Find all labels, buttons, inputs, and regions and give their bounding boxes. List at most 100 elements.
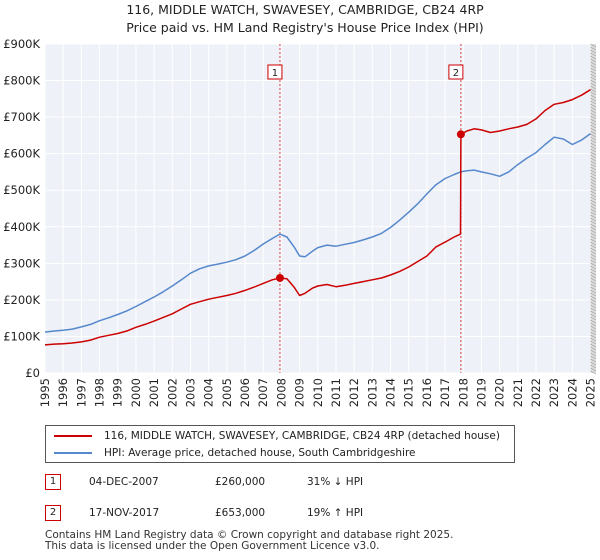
footer-line-2: This data is licensed under the Open Gov…	[45, 540, 380, 552]
hatch-line	[590, 235, 597, 240]
hatch-line	[590, 88, 597, 93]
x-tick-label: 1999	[111, 378, 125, 407]
hatch-line	[590, 262, 597, 267]
hatch-line	[590, 280, 597, 285]
hatch-line	[590, 55, 597, 60]
hatch-line	[590, 46, 597, 51]
hatch-line	[590, 355, 597, 360]
hatch-line	[590, 304, 597, 309]
hatch-line	[590, 76, 597, 81]
y-tick-label: £300K	[3, 256, 40, 270]
hatch-line	[590, 148, 597, 153]
hatch-line	[590, 184, 597, 189]
x-tick-label: 2017	[438, 378, 452, 407]
hatch-line	[590, 163, 597, 168]
hatch-line	[590, 70, 597, 75]
hatch-line	[590, 130, 597, 135]
hatch-line	[590, 295, 597, 300]
y-tick-label: £500K	[3, 183, 40, 197]
x-tick-label: 2023	[547, 378, 561, 407]
x-tick-label: 1996	[56, 378, 70, 407]
footer-attribution: Contains HM Land Registry data © Crown c…	[45, 530, 453, 552]
hatch-line	[590, 358, 597, 363]
hatch-line	[590, 169, 597, 174]
x-tick-label: 2005	[220, 378, 234, 407]
footer-line-1: Contains HM Land Registry data © Crown c…	[45, 529, 454, 541]
hatch-line	[590, 319, 597, 324]
hatch-line	[590, 49, 597, 54]
hatch-line	[590, 256, 597, 261]
hatch-line	[590, 328, 597, 333]
hatch-line	[590, 301, 597, 306]
x-tick-label: 1997	[74, 378, 88, 407]
x-tick-label: 2025	[584, 378, 598, 407]
transaction-price: £260,000	[215, 476, 266, 488]
hatch-line	[590, 181, 597, 186]
hatch-line	[590, 325, 597, 330]
hatch-line	[590, 241, 597, 246]
hatch-line	[590, 103, 597, 108]
hatch-line	[590, 58, 597, 63]
x-tick-label: 2003	[183, 378, 197, 407]
x-tick-label: 2002	[165, 378, 179, 407]
legend-item-property: 116, MIDDLE WATCH, SWAVESEY, CAMBRIDGE, …	[54, 428, 500, 444]
sale-label-text: 1	[272, 68, 278, 79]
y-tick-label: £900K	[3, 37, 40, 51]
hatch-line	[590, 208, 597, 213]
sale-point-marker	[275, 273, 284, 282]
x-tick-label: 2013	[365, 378, 379, 407]
x-tick-label: 2009	[293, 378, 307, 407]
hatch-line	[590, 79, 597, 84]
hatch-line	[590, 109, 597, 114]
hatch-line	[590, 361, 597, 366]
hatch-line	[590, 271, 597, 276]
hatch-line	[590, 331, 597, 336]
hatch-line	[590, 136, 597, 141]
hatch-line	[590, 193, 597, 198]
hatch-line	[590, 85, 597, 90]
hatch-line	[590, 151, 597, 156]
hatch-line	[590, 289, 597, 294]
hatch-line	[590, 220, 597, 225]
x-tick-label: 2016	[420, 378, 434, 407]
sale-label-box	[448, 64, 464, 80]
hatch-line	[590, 316, 597, 321]
hatch-line	[590, 112, 597, 117]
hatch-line	[590, 127, 597, 132]
hatch-line	[590, 172, 597, 177]
hatch-line	[590, 142, 597, 147]
y-tick-label: £100K	[3, 329, 40, 343]
hatch-line	[590, 190, 597, 195]
x-tick-label: 2021	[511, 378, 525, 407]
hatch-line	[590, 229, 597, 234]
hatch-line	[590, 121, 597, 126]
hatch-line	[590, 292, 597, 297]
legend-item-hpi: HPI: Average price, detached house, Sout…	[54, 445, 416, 461]
hatch-line	[590, 250, 597, 255]
hatch-line	[590, 115, 597, 120]
hatch-line	[590, 265, 597, 270]
hatch-line	[590, 343, 597, 348]
x-tick-label: 2012	[347, 378, 361, 407]
hatch-line	[590, 226, 597, 231]
transaction-hpi-diff: 19% ↑ HPI	[307, 507, 364, 519]
hatch-line	[590, 175, 597, 180]
hatch-line	[590, 157, 597, 162]
transaction-number: 1	[45, 474, 61, 490]
y-tick-label: £700K	[3, 110, 40, 124]
hatch-line	[590, 247, 597, 252]
legend: 116, MIDDLE WATCH, SWAVESEY, CAMBRIDGE, …	[45, 425, 515, 463]
hatch-line	[590, 286, 597, 291]
hatch-line	[590, 364, 597, 369]
hatch-line	[590, 310, 597, 315]
hatch-line	[590, 298, 597, 303]
hatch-line	[590, 67, 597, 72]
transaction-hpi-diff: 31% ↓ HPI	[307, 476, 364, 488]
y-tick-label: £600K	[3, 147, 40, 161]
x-tick-label: 2019	[474, 378, 488, 407]
sale-point-marker	[456, 130, 465, 139]
sale-label-text: 2	[453, 68, 459, 79]
hatch-line	[590, 91, 597, 96]
hatch-line	[590, 61, 597, 66]
hatch-line	[590, 118, 597, 123]
